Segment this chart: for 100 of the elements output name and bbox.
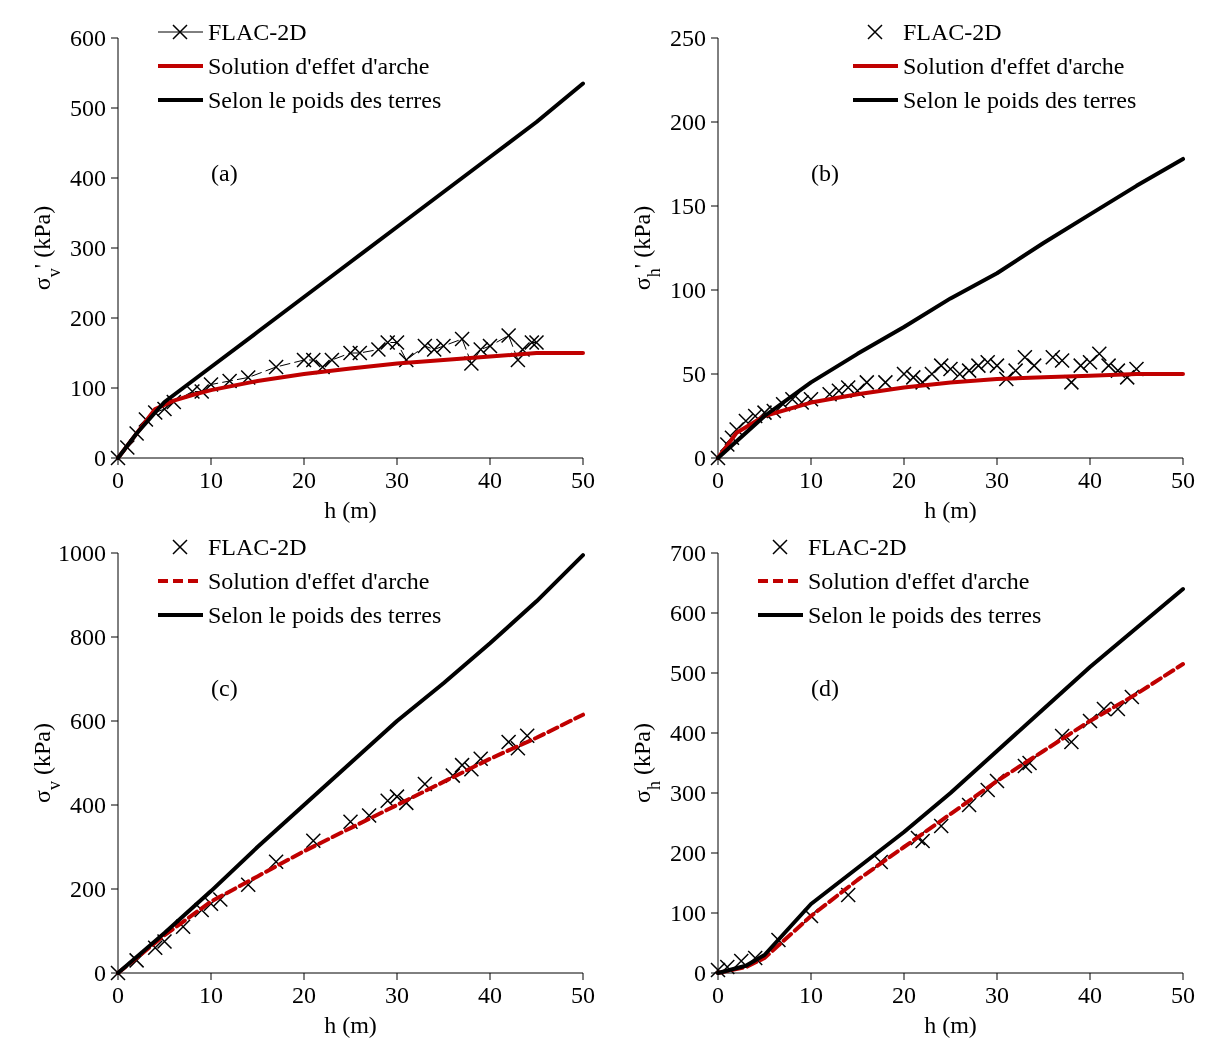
point [1110,362,1126,379]
point [924,366,940,382]
y-tick-label: 800 [70,624,106,651]
x-tick-label: 50 [1171,982,1195,1008]
point [1063,734,1080,750]
annotation: (d) [811,674,839,701]
legend-label: Solution d'effet d'arche [808,568,1030,595]
y-tick-label: 0 [694,960,706,987]
y-tick-label: 400 [70,792,106,819]
legend-label: Selon le poids des terres [903,87,1137,114]
x-tick-label: 10 [799,467,823,493]
x-tick-label: 10 [799,982,823,1008]
point [500,327,517,344]
x-tick-label: 20 [292,982,316,1008]
point [914,374,931,391]
x-tick-label: 30 [385,467,409,493]
y-tick-label: 100 [70,375,106,402]
y-tick-label: 100 [670,900,706,927]
point [305,832,322,849]
point [296,352,312,368]
legend-label: Solution d'effet d'arche [208,568,430,595]
point [1119,369,1135,386]
x-axis-title: h (m) [324,1012,377,1038]
point [398,352,415,368]
point [1026,357,1042,374]
point [482,338,498,354]
point [961,362,977,379]
x-tick-label: 20 [892,982,916,1008]
point [905,369,922,386]
legend-label: Selon le poids des terres [208,87,442,114]
x-tick-label: 40 [1078,467,1102,493]
point [1072,357,1089,374]
point [873,854,889,870]
x-tick-label: 20 [892,467,916,493]
point [379,334,396,351]
point [1045,349,1061,365]
point [342,814,359,830]
legend-label: FLAC-2D [903,19,1002,46]
point [426,341,442,358]
point [1100,357,1117,374]
point [989,357,1005,374]
point [998,371,1015,387]
y-tick-label: 0 [94,445,106,472]
point [342,345,359,361]
x-tick-label: 0 [112,467,124,493]
point [147,940,163,956]
point [514,341,531,358]
point [417,338,433,354]
point [747,408,763,424]
point [1007,362,1024,379]
y-tick-label: 500 [70,95,106,122]
annotation: (b) [811,159,839,186]
annotation: (c) [211,674,238,701]
point [840,379,856,396]
point [896,366,912,382]
point [756,404,773,421]
point [1054,352,1070,369]
point [519,727,535,744]
point [324,352,340,368]
x-tick-label: 20 [292,467,316,493]
point [352,345,368,361]
point [942,361,959,377]
point [472,751,489,767]
legend-label: FLAC-2D [808,534,907,561]
point [1082,354,1098,370]
annotation: (a) [211,159,238,186]
point [398,795,415,811]
y-tick-label: 600 [70,25,106,52]
y-tick-label: 200 [670,109,706,136]
y-tick-label: 200 [670,840,706,867]
y-tick-label: 100 [670,277,706,304]
point [128,952,145,969]
point [1021,755,1038,771]
point [212,891,229,908]
y-tick-label: 200 [70,876,106,903]
y-tick-label: 600 [70,708,106,735]
x-axis-title: h (m) [324,497,377,523]
y-tick-label: 400 [70,165,106,192]
x-tick-label: 40 [478,467,502,493]
x-axis-title: h (m) [924,497,977,523]
x-tick-label: 30 [985,982,1009,1008]
point [849,383,866,399]
x-tick-label: 30 [985,467,1009,493]
x-axis-title: h (m) [924,1012,977,1038]
x-tick-label: 50 [571,467,595,493]
point [710,962,726,978]
legend-label: Solution d'effet d'arche [903,53,1125,80]
x-tick-label: 10 [199,982,223,1008]
point [240,877,256,893]
point [1091,346,1108,362]
point [472,341,489,358]
point [305,352,322,368]
point [840,887,856,903]
x-tick-label: 10 [199,467,223,493]
y-tick-label: 150 [670,193,706,220]
y-tick-label: 50 [682,361,706,388]
point [719,959,736,975]
legend-label: Selon le poids des terres [208,602,442,629]
y-tick-label: 250 [670,25,706,52]
point [961,797,977,813]
